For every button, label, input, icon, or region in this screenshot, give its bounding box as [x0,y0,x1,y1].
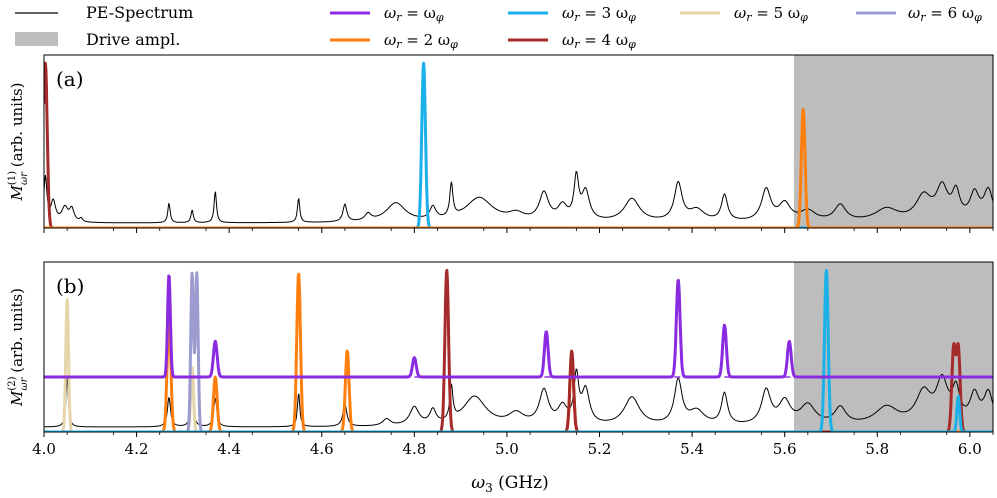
pe-spectrum-a [44,170,993,224]
x-ticks-a [43,228,994,233]
legend-label-r2: ωr = 2 ωφ [384,31,458,51]
panel-label-b: (b) [56,274,84,298]
x-tick-label: 4.0 [32,440,56,458]
legend-label-r5: ωr = 5 ωφ [734,4,808,24]
axes-frame-b [43,261,994,433]
panel-b: 4.0 4.2 4.4 4.6 4.8 5.0 5.2 5.4 5.6 5.8 6.0 (b) M(… [7,261,994,458]
y-axis-label-b: M(2)ωr (arb. units) [7,288,30,407]
x-tick-label: 5.0 [495,440,519,458]
drive-amplitude-band [793,55,993,228]
legend-label-r6: ωr = 6 ωφ [908,4,982,24]
legend: PE-Spectrum Drive ampl. ωr = ωφ ωr = 2 ω… [15,3,982,51]
pe-spectrum-b [44,368,993,428]
drive-region-a [793,55,993,228]
x-tick-label: 4.2 [125,440,149,458]
legend-swatch-drive-amplitude [15,32,58,46]
x-tick-label: 5.8 [865,440,889,458]
pe-spectrum-line [44,170,993,224]
legend-label-r3: ωr = 3 ωφ [562,4,636,24]
x-tick-label: 4.4 [217,440,241,458]
x-ticks-b: 4.0 4.2 4.4 4.6 4.8 5.0 5.2 5.4 5.6 5.8 6.0 [32,432,994,458]
panel-a: (a) M(1)ωr (arb. units) [7,54,994,233]
series-r1-line [44,274,993,379]
legend-label-r4: ωr = 4 ωφ [562,31,636,51]
axes-frame-a [43,54,994,229]
x-tick-label: 5.2 [588,440,612,458]
pe-spectrum-line [44,368,993,428]
y-axis-label-a: M(1)ωr (arb. units) [7,82,30,201]
x-tick-label: 6.0 [958,440,982,458]
panel-label-a: (a) [56,67,84,91]
x-axis-label: ω3 (GHz) [471,473,549,495]
x-tick-label: 5.4 [680,440,704,458]
legend-label-r1: ωr = ωφ [384,4,444,24]
x-tick-label: 5.6 [773,440,797,458]
x-tick-label: 4.6 [310,440,334,458]
legend-label-pe-spectrum: PE-Spectrum [86,3,193,22]
legend-label-drive-amplitude: Drive ampl. [86,30,180,49]
x-tick-label: 4.8 [402,440,426,458]
